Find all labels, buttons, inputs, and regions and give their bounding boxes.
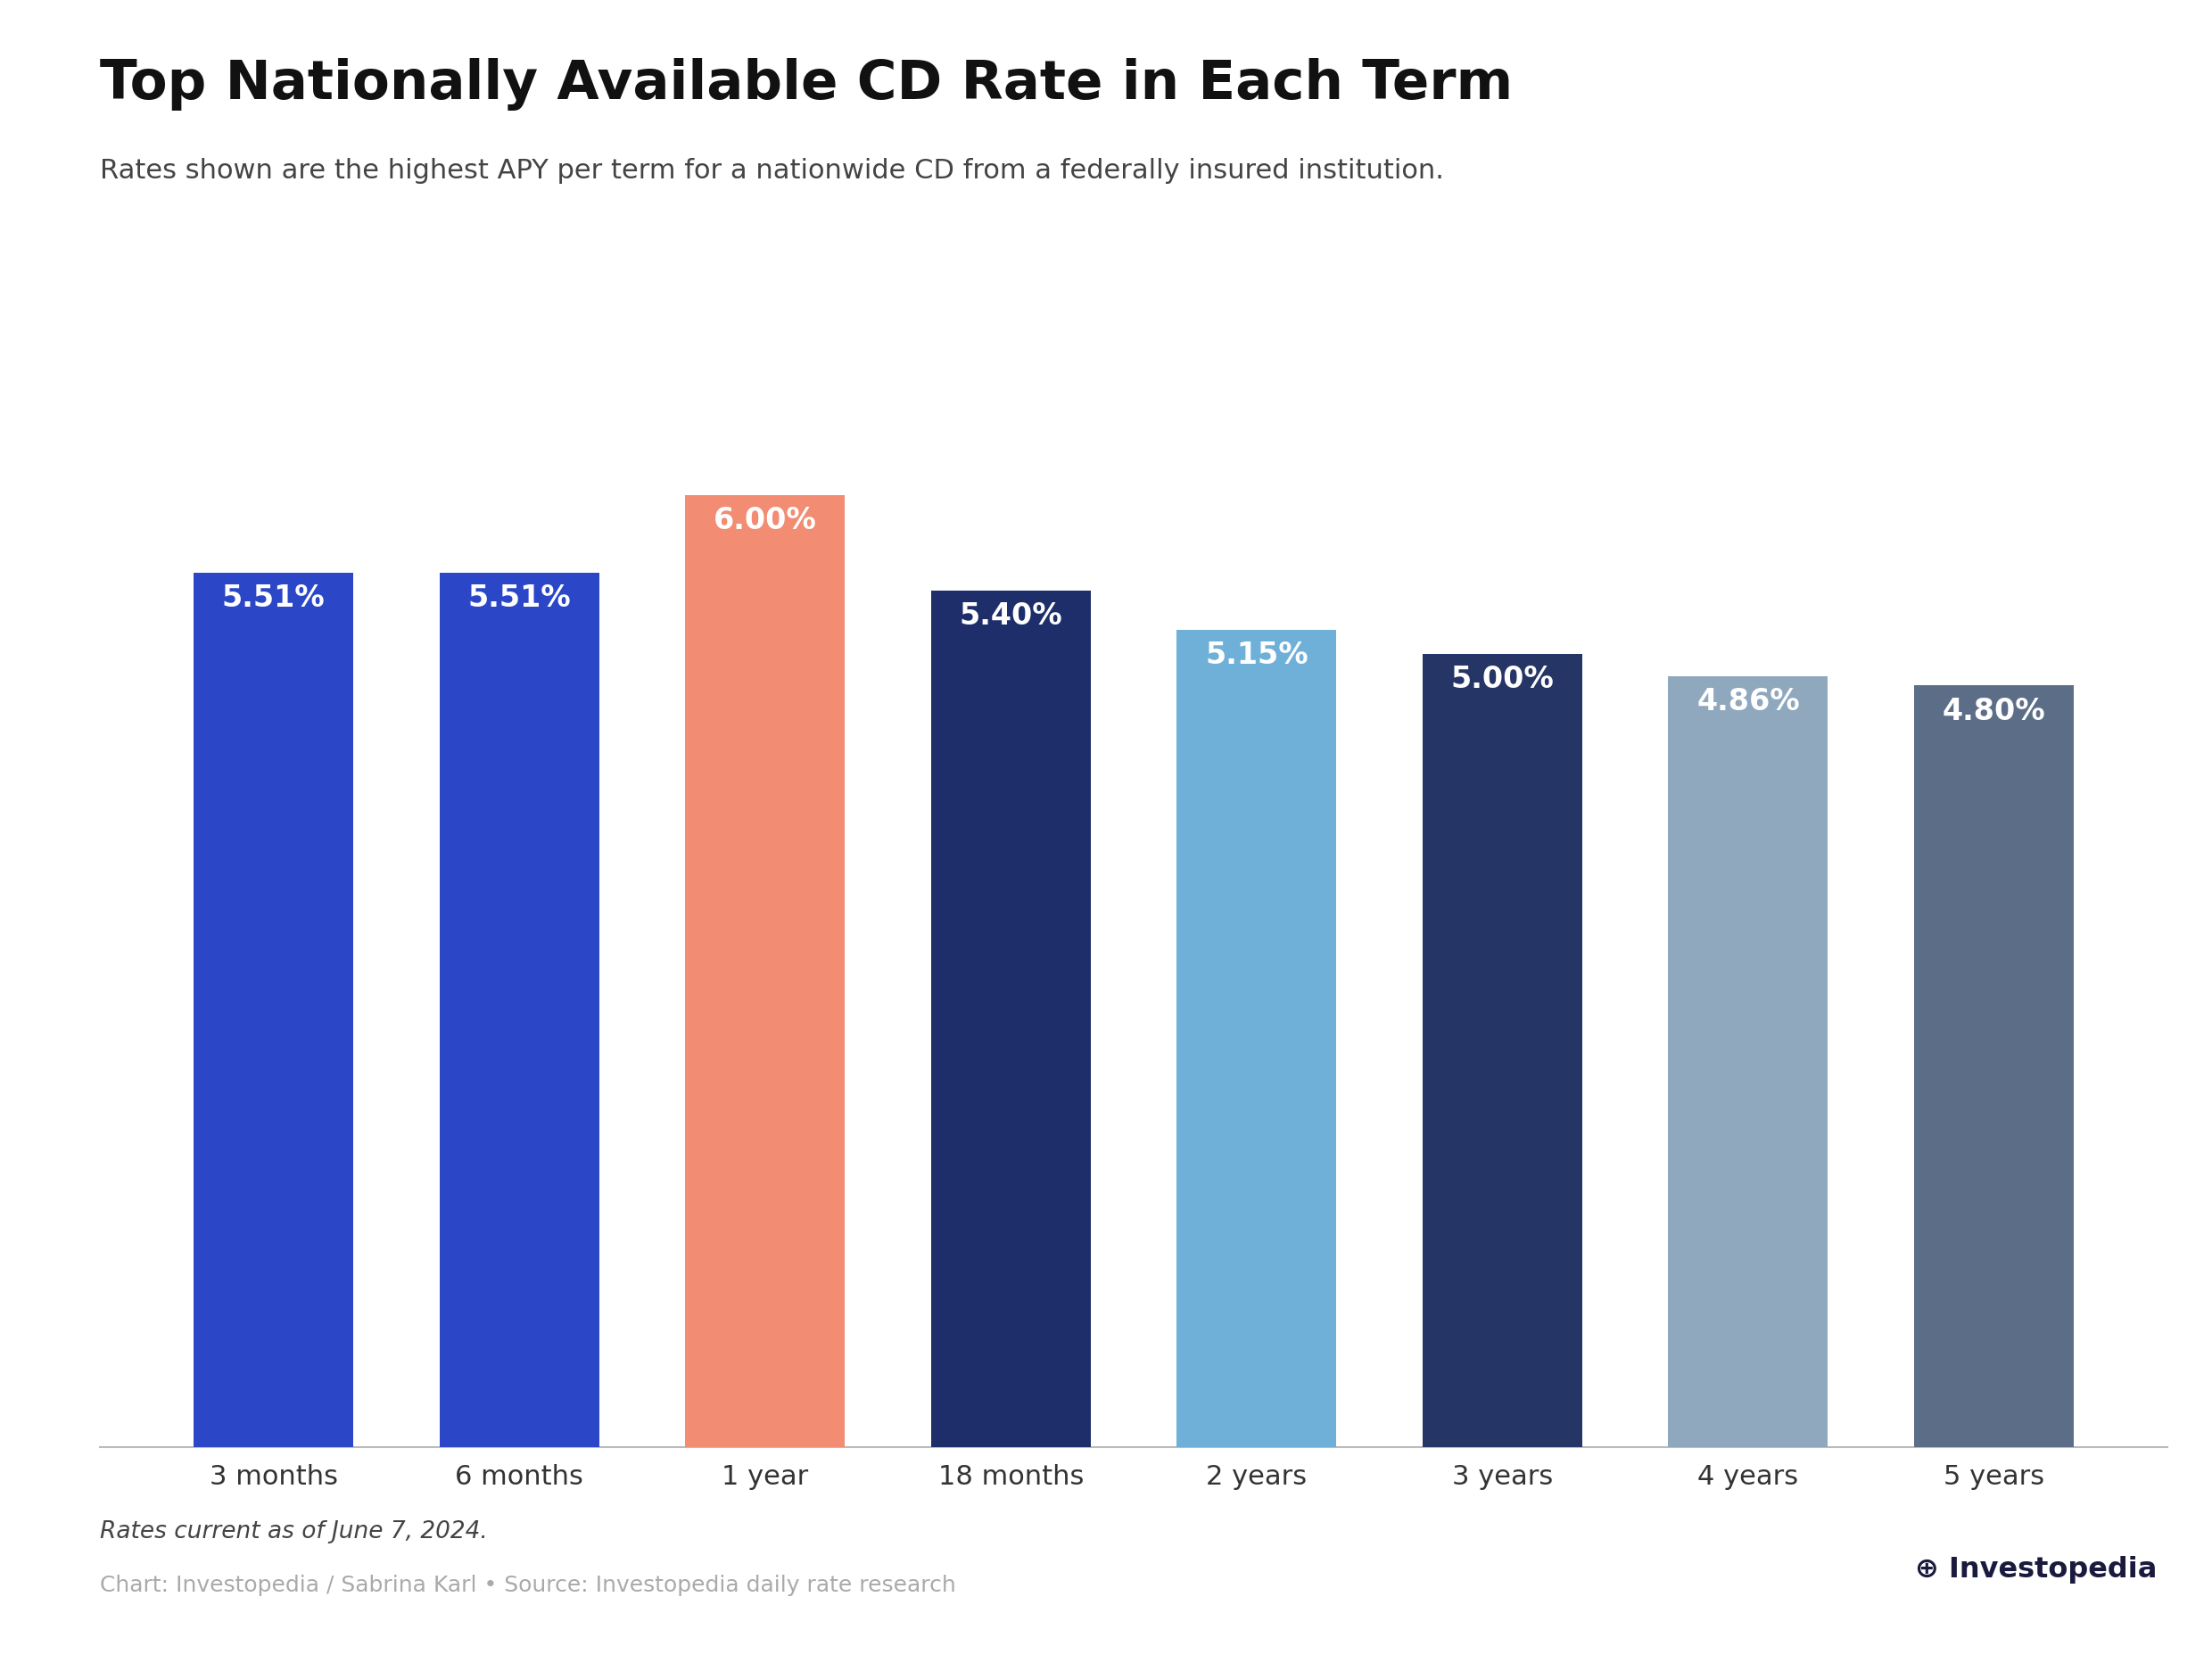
Bar xyxy=(686,496,845,1447)
Text: 5.40%: 5.40% xyxy=(960,602,1062,630)
Text: Chart: Investopedia / Sabrina Karl • Source: Investopedia daily rate research: Chart: Investopedia / Sabrina Karl • Sou… xyxy=(100,1575,956,1596)
Text: 5.51%: 5.51% xyxy=(467,584,571,614)
Bar xyxy=(440,572,599,1447)
Text: 4.86%: 4.86% xyxy=(1697,687,1801,717)
Text: 5.51%: 5.51% xyxy=(221,584,325,614)
Text: 6.00%: 6.00% xyxy=(712,506,816,535)
Text: Top Nationally Available CD Rate in Each Term: Top Nationally Available CD Rate in Each… xyxy=(100,58,1513,111)
Text: Rates current as of June 7, 2024.: Rates current as of June 7, 2024. xyxy=(100,1520,487,1543)
Bar xyxy=(195,572,354,1447)
Text: 5.00%: 5.00% xyxy=(1451,665,1555,693)
Text: 4.80%: 4.80% xyxy=(1942,697,2046,727)
Bar xyxy=(1913,685,2075,1447)
Bar xyxy=(1668,675,1827,1447)
Bar xyxy=(1422,654,1582,1447)
Text: ⊕ Investopedia: ⊕ Investopedia xyxy=(1916,1555,2157,1583)
Bar xyxy=(931,590,1091,1447)
Text: Rates shown are the highest APY per term for a nationwide CD from a federally in: Rates shown are the highest APY per term… xyxy=(100,158,1444,185)
Bar xyxy=(1177,630,1336,1447)
Text: 5.15%: 5.15% xyxy=(1206,640,1307,670)
